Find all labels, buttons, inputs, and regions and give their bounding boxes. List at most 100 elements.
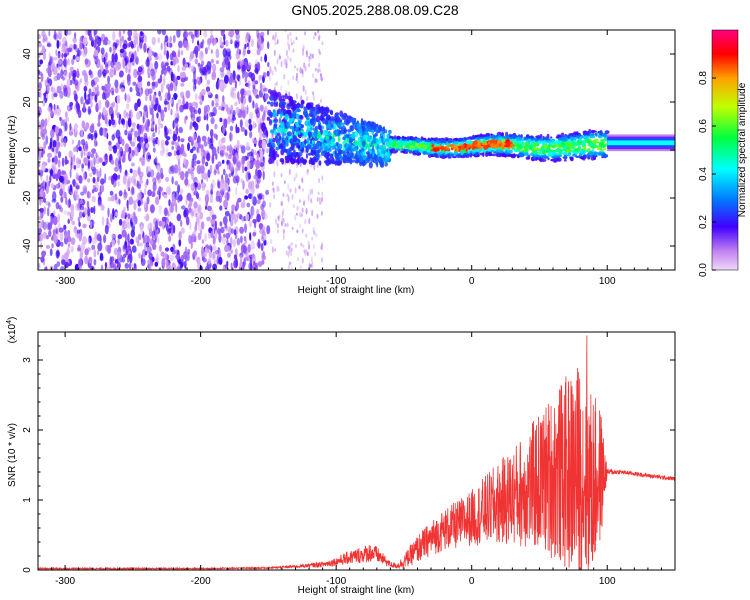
heatmap-cell [63, 59, 67, 65]
heatmap-cell [442, 139, 447, 143]
heatmap-cell [227, 252, 231, 258]
heatmap-cell [117, 150, 121, 159]
heatmap-cell [396, 136, 401, 139]
heatmap-cell [219, 36, 223, 46]
heatmap-cell [229, 219, 234, 227]
heatmap-cell [224, 210, 230, 217]
heatmap-cell [294, 143, 300, 146]
heatmap-cell [318, 48, 321, 54]
heatmap-cell [304, 120, 309, 127]
heatmap-cell [132, 169, 138, 178]
heatmap-cell [490, 143, 495, 147]
heatmap-cell [265, 136, 268, 144]
heatmap-cell [290, 252, 292, 256]
heatmap-cell [207, 44, 211, 51]
heatmap-cell [393, 135, 397, 140]
heatmap-cell [139, 31, 144, 37]
heatmap-cell [565, 141, 571, 147]
heatmap-cell [199, 64, 204, 72]
heatmap-cell [201, 239, 205, 244]
heatmap-cell [272, 35, 274, 41]
heatmap-cell [248, 181, 253, 191]
heatmap-cell [299, 223, 302, 229]
heatmap-cell [289, 31, 292, 37]
heatmap-cell [206, 113, 209, 121]
heatmap-cell [245, 257, 251, 262]
heatmap-cell [304, 218, 307, 225]
heatmap-cell [279, 158, 285, 163]
heatmap-cell [119, 136, 123, 143]
heatmap-cell [53, 56, 58, 61]
heatmap-cell [282, 95, 285, 99]
heatmap-cell [85, 99, 90, 105]
heatmap-cell [163, 67, 167, 76]
heatmap-cell [150, 239, 154, 246]
heatmap-cell [246, 141, 250, 150]
heatmap-cell [135, 236, 140, 244]
heatmap-cell [306, 153, 308, 159]
heatmap-cell [126, 245, 132, 252]
heatmap-cell [272, 187, 275, 194]
heatmap-cell [246, 202, 251, 208]
heatmap-cell [109, 261, 115, 269]
heatmap-cell [128, 146, 132, 154]
heatmap-cell [213, 169, 217, 176]
heatmap-cell [231, 204, 236, 211]
heatmap-cell [111, 53, 116, 63]
heatmap-cell [406, 140, 412, 144]
heatmap-cell [228, 173, 232, 178]
heatmap-cell [281, 98, 285, 102]
heatmap-cell [59, 90, 64, 99]
heatmap-cell [583, 132, 588, 135]
heatmap-cell [39, 59, 43, 65]
heatmap-cell [190, 121, 193, 130]
heatmap-cell [215, 163, 218, 170]
heatmap-cell [560, 132, 565, 138]
heatmap-cell [280, 220, 283, 227]
heatmap-cell [282, 193, 285, 197]
heatmap-cell [219, 205, 223, 211]
heatmap-cell [361, 148, 365, 152]
heatmap-cell [294, 110, 297, 117]
heatmap-cell [229, 131, 232, 142]
heatmap-cell [575, 155, 579, 158]
heatmap-cell [276, 126, 282, 134]
heatmap-cell [152, 147, 156, 153]
heatmap-cell [210, 183, 214, 193]
heatmap-cell [84, 79, 89, 87]
heatmap-cell [76, 232, 80, 239]
heatmap-cell [213, 38, 217, 45]
heatmap-cell [276, 160, 279, 167]
heatmap-cell [64, 121, 68, 132]
heatmap-cell [163, 44, 167, 52]
heatmap-cell [277, 215, 280, 222]
heatmap-cell [112, 66, 116, 73]
heatmap-cell [49, 141, 53, 149]
heatmap-cell [350, 126, 353, 130]
heatmap-cell [212, 263, 218, 270]
heatmap-cell [53, 109, 57, 116]
heatmap-cell [304, 89, 307, 96]
heatmap-cell [564, 146, 568, 150]
heatmap-cell [100, 65, 104, 72]
heatmap-cell [104, 69, 109, 74]
heatmap-cell [184, 265, 187, 270]
heatmap-cell [351, 159, 356, 163]
heatmap-cell [45, 244, 51, 249]
heatmap-cell [557, 140, 562, 144]
heatmap-cell [63, 210, 68, 215]
heatmap-cell [197, 142, 201, 149]
heatmap-cell [284, 93, 288, 100]
heatmap-cell [88, 108, 92, 114]
heatmap-cell [294, 155, 296, 160]
heatmap-cell [68, 243, 71, 248]
heatmap-cell [267, 41, 270, 49]
heatmap-cell [165, 176, 170, 182]
heatmap-cell [248, 118, 252, 125]
heatmap-cell [282, 233, 285, 241]
heatmap-cell [238, 77, 241, 86]
heatmap-cell [372, 145, 374, 152]
heatmap-cell [262, 156, 266, 165]
heatmap-cell [199, 100, 203, 106]
